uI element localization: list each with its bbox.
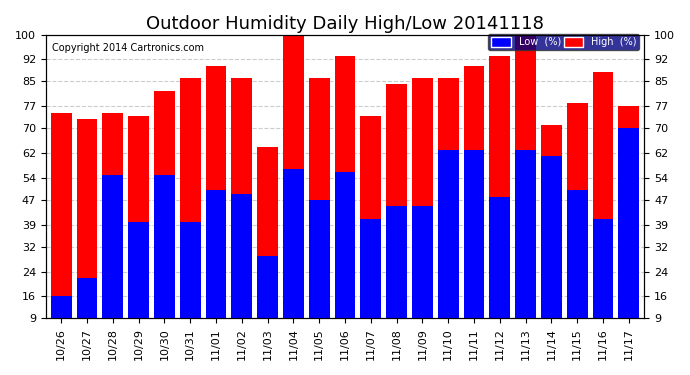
Bar bbox=[515, 150, 536, 346]
Text: Copyright 2014 Cartronics.com: Copyright 2014 Cartronics.com bbox=[52, 43, 204, 53]
Bar bbox=[489, 56, 510, 346]
Bar bbox=[309, 200, 330, 346]
Bar bbox=[51, 297, 72, 346]
Bar bbox=[231, 194, 252, 346]
Bar bbox=[360, 116, 381, 346]
Bar bbox=[257, 147, 278, 346]
Bar bbox=[438, 150, 459, 346]
Bar bbox=[360, 219, 381, 346]
Bar bbox=[77, 278, 97, 346]
Bar bbox=[618, 128, 639, 346]
Title: Outdoor Humidity Daily High/Low 20141118: Outdoor Humidity Daily High/Low 20141118 bbox=[146, 15, 544, 33]
Bar bbox=[51, 112, 72, 346]
Bar bbox=[335, 56, 355, 346]
Bar bbox=[154, 175, 175, 346]
Bar bbox=[515, 34, 536, 346]
Bar bbox=[541, 125, 562, 346]
Bar bbox=[231, 78, 252, 347]
Bar bbox=[128, 222, 149, 346]
Bar bbox=[386, 206, 407, 346]
Bar bbox=[386, 84, 407, 346]
Bar bbox=[618, 106, 639, 346]
Bar bbox=[593, 219, 613, 346]
Bar bbox=[464, 66, 484, 347]
Bar bbox=[567, 190, 587, 346]
Bar bbox=[283, 34, 304, 346]
Bar bbox=[464, 150, 484, 346]
Bar bbox=[128, 116, 149, 346]
Bar bbox=[412, 206, 433, 346]
Bar bbox=[541, 156, 562, 346]
Bar bbox=[206, 66, 226, 347]
Bar bbox=[309, 78, 330, 347]
Bar bbox=[438, 78, 459, 347]
Bar bbox=[77, 119, 97, 346]
Bar bbox=[283, 169, 304, 346]
Bar bbox=[180, 222, 201, 346]
Bar bbox=[154, 91, 175, 346]
Bar bbox=[335, 172, 355, 346]
Bar bbox=[412, 78, 433, 347]
Bar bbox=[257, 256, 278, 346]
Bar bbox=[489, 196, 510, 346]
Legend: Low  (%), High  (%): Low (%), High (%) bbox=[489, 34, 640, 50]
Bar bbox=[206, 190, 226, 346]
Bar bbox=[180, 78, 201, 347]
Bar bbox=[103, 175, 123, 346]
Bar bbox=[567, 103, 587, 346]
Bar bbox=[593, 72, 613, 346]
Bar bbox=[103, 112, 123, 346]
